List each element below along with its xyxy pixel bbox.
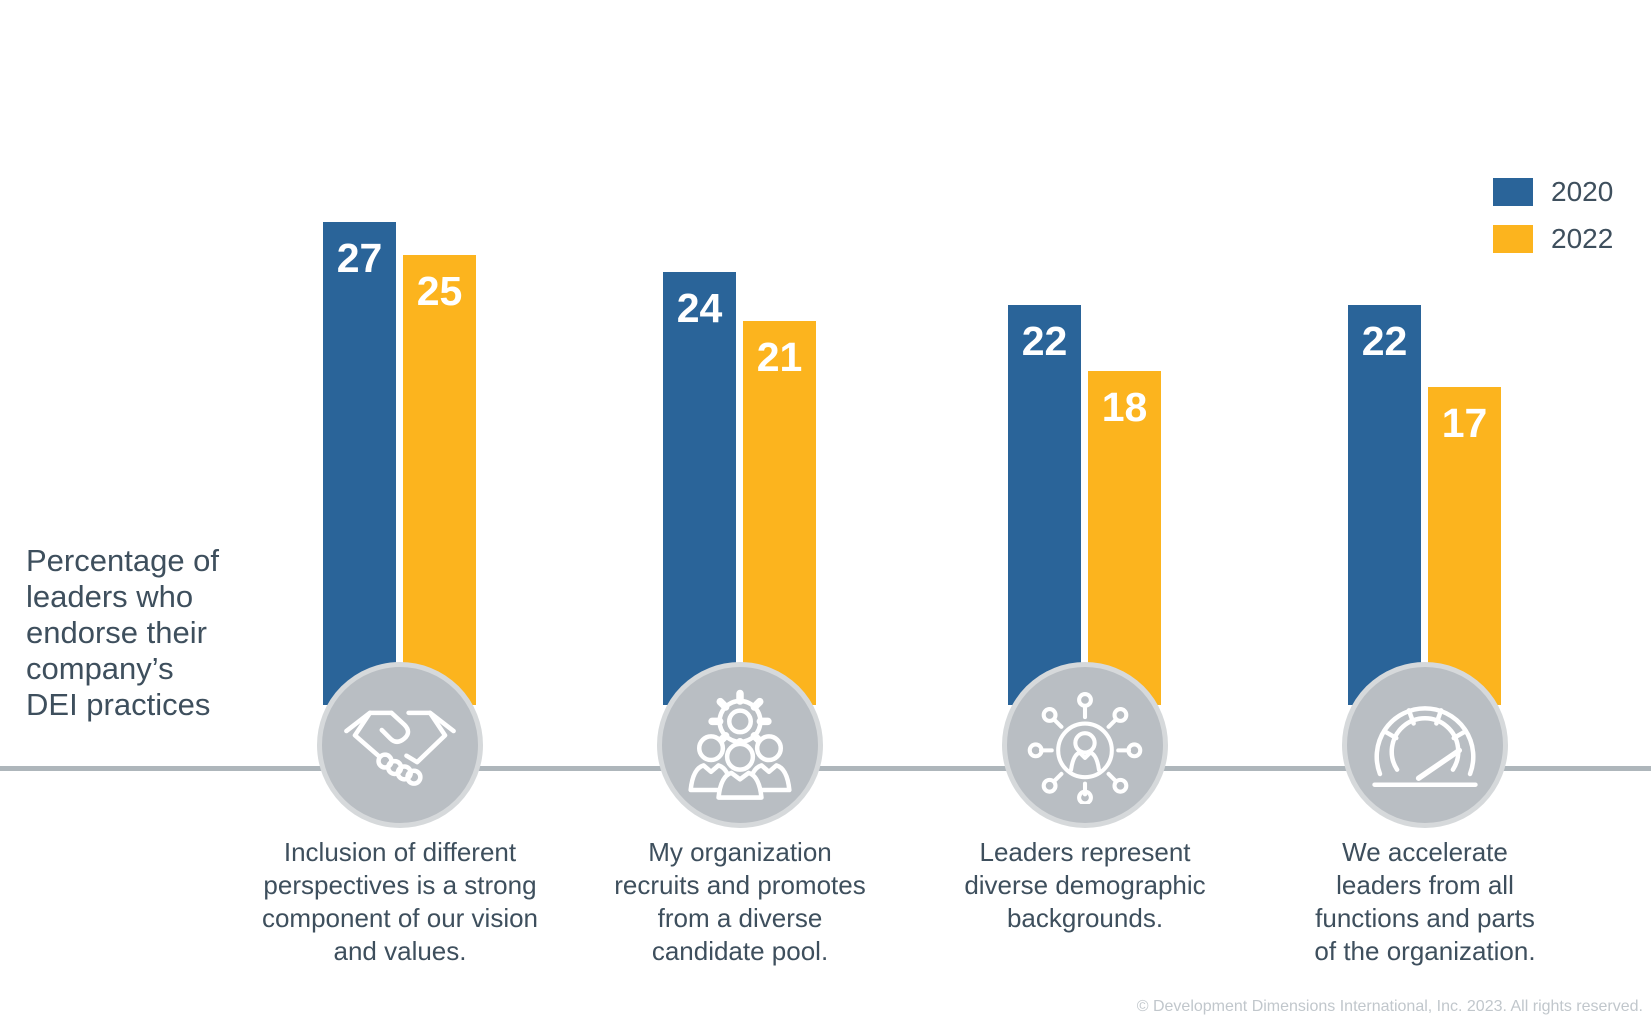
- category-caption: My organization recruits and promotes fr…: [614, 837, 866, 966]
- bar-value-2022: 25: [416, 268, 463, 314]
- legend-label-2020: 2020: [1551, 176, 1614, 207]
- chart-title: Percentage of leaders who endorse their …: [26, 543, 219, 723]
- chart-title-line: leaders who: [26, 579, 194, 614]
- bar-value-2022: 21: [756, 334, 803, 380]
- speedometer-icon: [1366, 686, 1484, 804]
- bar-2020: 22: [1008, 304, 1081, 705]
- legend-label-2022: 2022: [1551, 223, 1614, 254]
- bar-value-2020: 24: [676, 284, 723, 331]
- baseline-axis: [0, 766, 1651, 771]
- chart-title-line: endorse their: [26, 615, 207, 650]
- people-network-icon: [1026, 686, 1144, 804]
- bar-2020: 27: [323, 222, 396, 705]
- legend-swatch-2022: [1493, 225, 1533, 253]
- gear-people-icon: [681, 686, 799, 804]
- handshake-icon: [341, 686, 459, 804]
- bar-2022: 17: [1428, 387, 1501, 705]
- category-icon-circle: [1002, 662, 1168, 828]
- bar-2022: 25: [403, 255, 476, 705]
- legend-item-2022: 2022: [1493, 223, 1613, 255]
- copyright-text: © Development Dimensions International, …: [1136, 998, 1643, 1015]
- bar-value-2020: 22: [1361, 317, 1408, 364]
- legend-item-2020: 2020: [1493, 176, 1613, 208]
- bar-2022: 21: [743, 321, 816, 705]
- chart-title-line: DEI practices: [26, 687, 211, 722]
- category-icon-circle: [657, 662, 823, 828]
- category-caption: Leaders represent diverse demographic ba…: [964, 837, 1206, 933]
- chart-title-line: company’s: [26, 651, 174, 686]
- bar-value-2022: 18: [1101, 383, 1148, 430]
- category-caption: Inclusion of different perspectives is a…: [261, 837, 539, 966]
- bar-2022: 18: [1088, 370, 1161, 705]
- legend-swatch-2020: [1493, 178, 1533, 206]
- category-icon-circle: [317, 662, 483, 828]
- category-icon-circle: [1342, 662, 1508, 828]
- category-caption: We accelerate leaders from all functions…: [1314, 837, 1536, 966]
- bar-value-2020: 27: [336, 235, 383, 281]
- bar-value-2020: 22: [1021, 317, 1068, 364]
- legend: 2020 2022: [1493, 176, 1613, 270]
- bar-value-2022: 17: [1441, 400, 1488, 446]
- chart-title-line: Percentage of: [26, 543, 220, 578]
- bar-2020: 22: [1348, 304, 1421, 705]
- bar-2020: 24: [663, 271, 736, 705]
